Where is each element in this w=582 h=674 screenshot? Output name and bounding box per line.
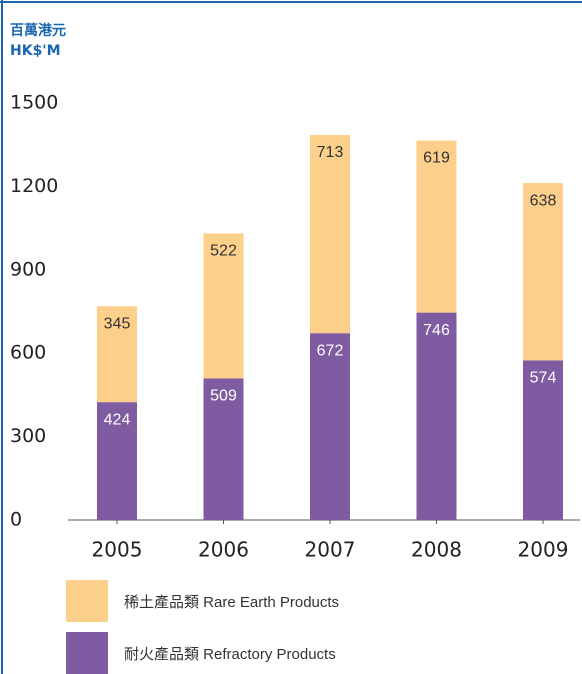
bar-segment xyxy=(310,333,350,520)
y-tick-label: 900 xyxy=(10,258,46,280)
legend-swatch xyxy=(66,632,108,674)
value-label: 522 xyxy=(210,243,237,260)
value-label: 345 xyxy=(104,315,131,332)
bar-segment xyxy=(416,312,457,520)
legend-swatch xyxy=(66,580,108,622)
value-label: 713 xyxy=(317,144,344,161)
bar-segment xyxy=(203,378,244,520)
y-unit-zh: 百萬港元 xyxy=(10,22,66,39)
y-unit-en: HK$'M xyxy=(10,43,61,59)
bar-segment xyxy=(310,134,350,334)
x-tick-label: 2006 xyxy=(198,538,249,562)
value-label: 574 xyxy=(530,370,557,387)
bar-segment xyxy=(97,306,137,403)
value-label: 424 xyxy=(104,411,131,428)
x-tick-label: 2005 xyxy=(92,538,143,562)
x-tick-label: 2007 xyxy=(305,538,356,562)
bar-segment xyxy=(416,140,457,313)
bar-segment xyxy=(523,360,563,520)
value-label: 509 xyxy=(210,388,237,405)
y-tick-label: 0 xyxy=(10,509,22,531)
bar-segment xyxy=(97,402,137,520)
value-label: 746 xyxy=(423,322,450,339)
value-label: 638 xyxy=(530,192,557,209)
y-tick-label: 1200 xyxy=(10,175,58,197)
value-label: 672 xyxy=(317,342,344,359)
value-label: 619 xyxy=(423,150,450,167)
legend-label: 耐火產品類 Refractory Products xyxy=(124,646,336,663)
x-tick-label: 2008 xyxy=(411,538,462,562)
legend-label: 稀土產品類 Rare Earth Products xyxy=(124,594,339,611)
y-tick-label: 1500 xyxy=(10,92,58,114)
y-tick-label: 600 xyxy=(10,342,46,364)
x-tick-label: 2009 xyxy=(518,538,569,562)
y-tick-label: 300 xyxy=(10,425,46,447)
bar-segment xyxy=(523,183,563,361)
bar-segment xyxy=(203,233,244,379)
